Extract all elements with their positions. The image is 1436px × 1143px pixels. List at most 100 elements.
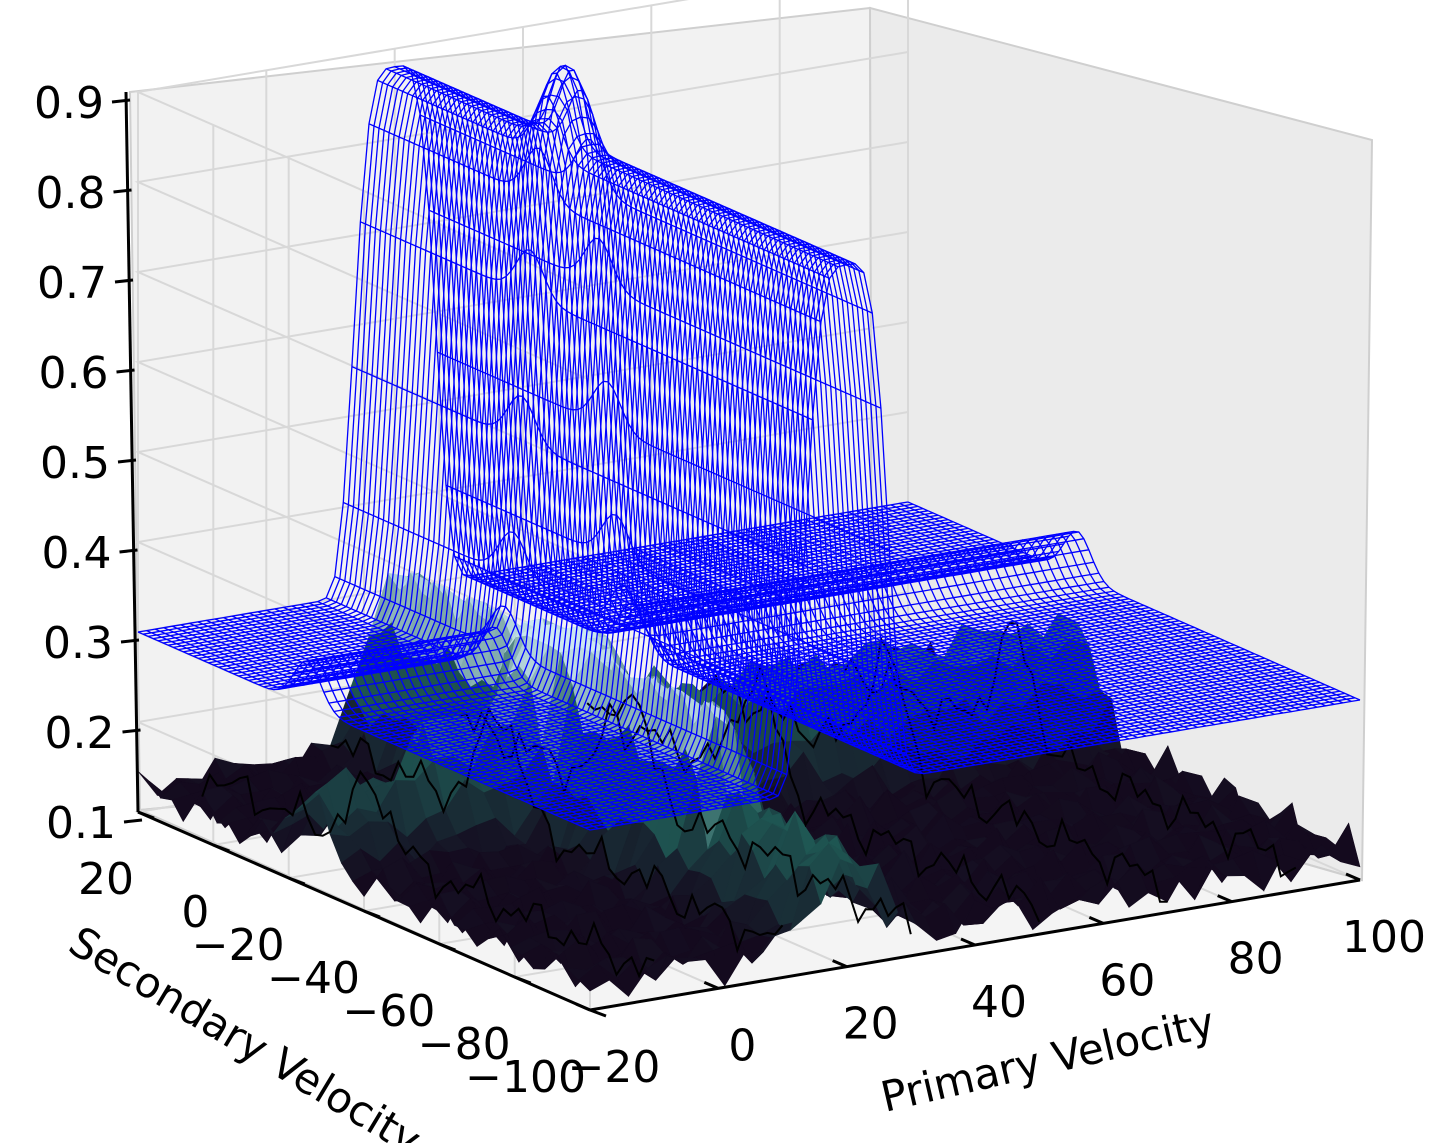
wireframe-line-secondary — [266, 609, 719, 809]
y-tick-label: −60 — [342, 986, 435, 1037]
wireframe-line-secondary — [522, 566, 976, 766]
wireframe-line-secondary — [479, 573, 933, 773]
wireframe-line-secondary — [702, 536, 1155, 736]
y-tick-label: −80 — [418, 1019, 511, 1070]
wireframe-line-secondary — [539, 563, 993, 763]
wireframe-line-secondary — [710, 534, 1164, 734]
wireframe-line-secondary — [411, 74, 865, 274]
wireframe-line-secondary — [899, 502, 1352, 702]
blue-wireframe — [137, 64, 1361, 831]
wireframe-line-secondary — [813, 517, 1267, 717]
wireframe-line-secondary — [154, 628, 608, 828]
wireframe-line-secondary — [240, 614, 693, 814]
wireframe-line-secondary — [770, 524, 1224, 724]
wireframe-line-secondary — [830, 514, 1284, 714]
wireframe-line-secondary — [779, 523, 1232, 723]
wireframe-line-secondary — [651, 544, 1104, 744]
surface-patch — [1329, 822, 1361, 868]
z-tick-mark — [120, 638, 140, 644]
wireframe-line-secondary — [608, 552, 1061, 752]
wireframe-line-secondary — [693, 537, 1147, 737]
wireframe-line-secondary — [659, 543, 1113, 743]
x-tick-label: −20 — [568, 1042, 661, 1093]
x-axis-title: Primary Velocity — [876, 997, 1219, 1121]
x-tick-label: 60 — [1099, 955, 1155, 1006]
wireframe-line-secondary — [420, 114, 873, 314]
y-tick-label: −40 — [267, 953, 360, 1004]
wireframe-line-secondary — [574, 557, 1027, 757]
wireframe-line-secondary — [488, 572, 942, 772]
wireframe-line-secondary — [471, 575, 924, 775]
y-tick-label: 20 — [78, 854, 134, 905]
wireframe-line-secondary — [308, 602, 762, 802]
wireframe-line-secondary — [890, 504, 1344, 704]
tick-labels: 0.1 0.2 0.3 0.4 0.5 0.6 0.7 0.8 0.9 −100−80−60−40… — [34, 78, 1426, 1103]
wireframe-line-secondary — [839, 513, 1292, 713]
wireframe-line-secondary — [548, 562, 1001, 762]
x-tick-mark — [1217, 894, 1233, 904]
wireframe-line-secondary — [762, 526, 1215, 726]
z-tick-mark — [122, 728, 141, 734]
wireframe-line-secondary — [206, 619, 659, 819]
wireframe-line-secondary — [231, 615, 685, 815]
wireframe-line-secondary — [822, 515, 1275, 715]
wireframe-line-secondary — [368, 123, 822, 323]
z-tick-mark — [114, 278, 134, 284]
z-tick-label: 0.9 — [34, 78, 104, 129]
x-tick-label: 100 — [1342, 912, 1426, 963]
z-tick-mark — [113, 188, 132, 194]
z-tick-label: 0.4 — [42, 528, 112, 579]
wireframe-line-secondary — [180, 624, 634, 824]
wireframe-line-secondary — [625, 549, 1078, 749]
wireframe-line-secondary — [291, 605, 745, 805]
wireframe-line-secondary — [445, 484, 899, 684]
wireframe-line-secondary — [171, 625, 625, 825]
wireframe-line-secondary — [633, 547, 1087, 747]
y-tick-mark — [438, 942, 456, 952]
wireframe-line-secondary — [719, 533, 1173, 733]
y-tick-mark — [514, 975, 532, 985]
z-tick-mark — [119, 548, 138, 554]
x-tick-label: 80 — [1228, 934, 1284, 985]
wireframe-line-secondary — [437, 351, 890, 551]
wireframe-line-secondary — [531, 565, 984, 765]
z-tick-mark — [117, 458, 137, 464]
z-tick-mark — [111, 98, 131, 104]
y-tick-mark — [212, 843, 230, 853]
surface-contour — [458, 693, 912, 935]
z-tick-mark — [123, 818, 143, 824]
y-tick-label: −20 — [192, 920, 285, 971]
wireframe-line-secondary — [325, 597, 779, 797]
z-tick-mark — [116, 368, 135, 374]
wireframe-line-secondary — [257, 611, 711, 811]
wireframe-line-secondary — [736, 530, 1190, 730]
wireframe-line-secondary — [847, 511, 1301, 711]
wireframe-line-secondary — [317, 601, 770, 801]
surface-contour — [586, 662, 1041, 923]
z-tick-label: 0.2 — [45, 708, 115, 759]
y-tick-label: 0 — [181, 887, 209, 938]
z-axis-line — [124, 91, 140, 813]
y-tick-label: −100 — [465, 1052, 586, 1103]
wireframe-line-secondary — [300, 604, 753, 804]
wireframe-line-secondary — [274, 608, 728, 808]
wireframe-line-secondary — [676, 540, 1130, 740]
z-tick-label: 0.6 — [39, 348, 109, 399]
surface-contour — [201, 769, 655, 979]
wireframe-line-secondary — [505, 569, 959, 769]
wireframe-line-secondary — [223, 617, 676, 817]
wireframe-line-secondary — [591, 554, 1044, 754]
z-tick-label: 0.8 — [36, 168, 106, 219]
wireframe-line-secondary — [805, 518, 1258, 718]
wireframe-line-secondary — [385, 68, 839, 268]
wireframe-line-secondary — [283, 606, 736, 806]
wireframe-line-secondary — [454, 555, 907, 755]
wireframe-line-secondary — [728, 531, 1181, 731]
y-tick-mark — [363, 909, 381, 919]
wireframe-line-secondary — [668, 541, 1121, 741]
wireframe-line-secondary — [343, 501, 796, 702]
y-tick-mark — [288, 876, 306, 886]
wireframe-line-secondary — [137, 631, 591, 831]
x-tick-mark — [960, 937, 976, 947]
